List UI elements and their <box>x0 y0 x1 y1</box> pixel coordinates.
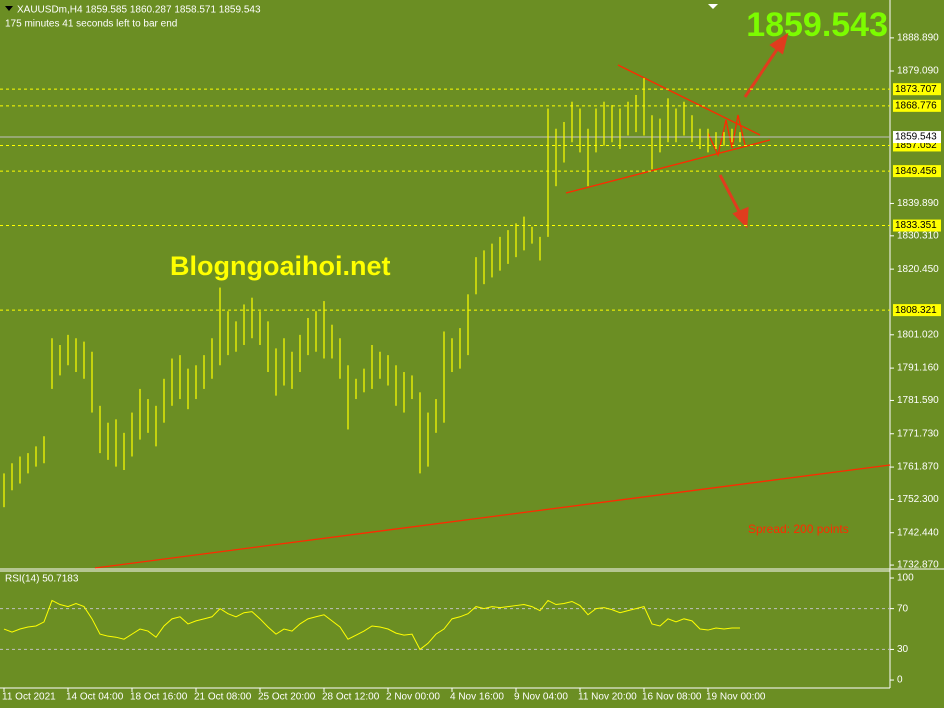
zigzag <box>707 114 746 158</box>
x-tick-label: 14 Oct 04:00 <box>66 692 124 703</box>
y-tick-label: 1752.300 <box>897 494 939 505</box>
x-tick-label: 11 Nov 20:00 <box>578 692 637 703</box>
level-label: 1873.707 <box>895 84 937 95</box>
y-tick-label: 0 <box>897 675 903 686</box>
y-tick-label: 1781.590 <box>897 395 939 406</box>
x-tick-label: 28 Oct 12:00 <box>322 692 380 703</box>
level-label: 1833.351 <box>895 220 937 231</box>
y-tick-label: 1879.090 <box>897 66 939 77</box>
big-price: 1859.543 <box>746 6 888 44</box>
trendline <box>94 464 891 569</box>
current-price-label: 1859.543 <box>895 132 937 143</box>
level-label: 1857.052 <box>895 140 937 151</box>
x-tick-label: 18 Oct 16:00 <box>130 692 188 703</box>
level-label-bg <box>893 219 941 232</box>
y-tick-label: 1839.890 <box>897 198 939 209</box>
y-tick-label: 1801.020 <box>897 329 939 340</box>
x-tick-label: 4 Nov 16:00 <box>450 692 504 703</box>
y-tick-label: 1761.870 <box>897 462 939 473</box>
arrow-up <box>743 44 782 98</box>
y-tick-label: 70 <box>897 603 909 614</box>
rsi-line <box>3 599 740 651</box>
level-label: 1868.776 <box>895 100 937 111</box>
spread-text: Spread: 200 points <box>748 522 849 536</box>
x-tick-label: 9 Nov 04:00 <box>514 692 568 703</box>
x-tick-label: 16 Nov 08:00 <box>642 692 702 703</box>
y-tick-label: 1771.730 <box>897 428 939 439</box>
y-tick-label: 1820.450 <box>897 264 939 275</box>
level-label-bg <box>893 304 941 317</box>
chart-title: XAUUSDm,H4 1859.585 1860.287 1858.571 18… <box>17 5 261 16</box>
y-tick-label: 100 <box>897 573 914 584</box>
y-tick-label: 1888.890 <box>897 33 939 44</box>
scroll-marker <box>708 4 718 9</box>
arrow-down-head <box>732 206 749 229</box>
watermark: Blogngoaihoi.net <box>170 251 390 281</box>
arrow-down <box>718 174 743 216</box>
y-tick-label: 30 <box>897 644 909 655</box>
level-label-bg <box>893 99 941 112</box>
level-label: 1849.456 <box>895 166 937 177</box>
rsi-title: RSI(14) 50.7183 <box>5 574 79 585</box>
x-tick-label: 2 Nov 00:00 <box>386 692 440 703</box>
x-tick-label: 25 Oct 20:00 <box>258 692 316 703</box>
x-tick-label: 21 Oct 08:00 <box>194 692 252 703</box>
y-tick-label: 1791.160 <box>897 363 939 374</box>
level-label-bg <box>893 83 941 96</box>
y-tick-label: 1732.870 <box>897 560 939 571</box>
x-tick-label: 11 Oct 2021 <box>2 692 56 703</box>
drawings <box>94 64 891 569</box>
chart-subtitle: 175 minutes 41 seconds left to bar end <box>5 19 177 30</box>
triangle-lower <box>565 139 771 194</box>
current-price-bg <box>893 131 941 144</box>
arrow-up-head <box>769 32 789 55</box>
symbol-icon <box>5 6 13 11</box>
arrows <box>718 32 789 229</box>
y-tick-label: 1742.440 <box>897 527 939 538</box>
level-label-bg <box>893 165 941 178</box>
level-label: 1808.321 <box>895 305 937 316</box>
y-tick-label: 1830.310 <box>897 230 939 241</box>
x-tick-label: 19 Nov 00:00 <box>706 692 766 703</box>
